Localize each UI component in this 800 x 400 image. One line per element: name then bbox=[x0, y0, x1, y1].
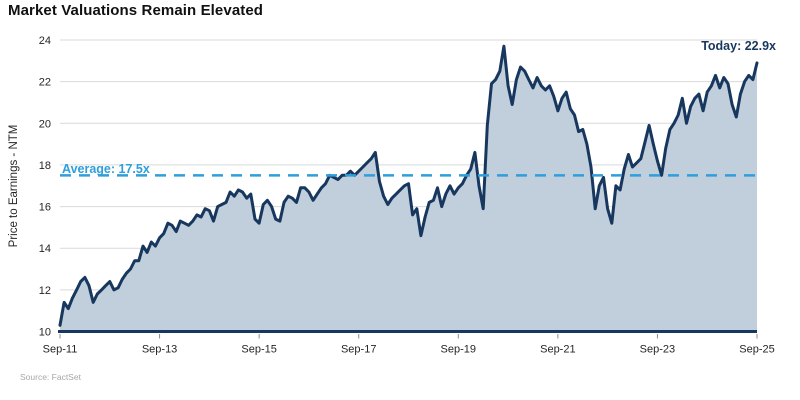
y-tick-label: 16 bbox=[39, 202, 51, 214]
y-tick-label: 12 bbox=[39, 285, 51, 297]
x-tick-label: Sep-23 bbox=[640, 344, 675, 356]
average-annotation: Average: 17.5x bbox=[62, 162, 150, 176]
y-tick-label: 22 bbox=[39, 77, 51, 89]
x-tick-label: Sep-13 bbox=[142, 344, 177, 356]
x-tick-label: Sep-17 bbox=[341, 344, 376, 356]
y-tick-label: 20 bbox=[39, 118, 51, 130]
pe-line bbox=[58, 44, 759, 327]
page-title: Market Valuations Remain Elevated bbox=[8, 2, 264, 19]
y-tick-label: 18 bbox=[39, 160, 51, 172]
source-note: Source: FactSet bbox=[20, 372, 81, 382]
x-tick-label: Sep-21 bbox=[540, 344, 575, 356]
x-tick-label: Sep-15 bbox=[241, 344, 276, 356]
x-tick-label: Sep-25 bbox=[739, 344, 774, 356]
y-tick-label: 24 bbox=[39, 35, 51, 47]
x-tick-label: Sep-11 bbox=[43, 344, 78, 356]
today-annotation: Today: 22.9x bbox=[701, 39, 776, 53]
x-tick-label: Sep-19 bbox=[441, 344, 476, 356]
y-tick-label: 14 bbox=[39, 243, 51, 255]
y-tick-label: 10 bbox=[39, 327, 51, 339]
